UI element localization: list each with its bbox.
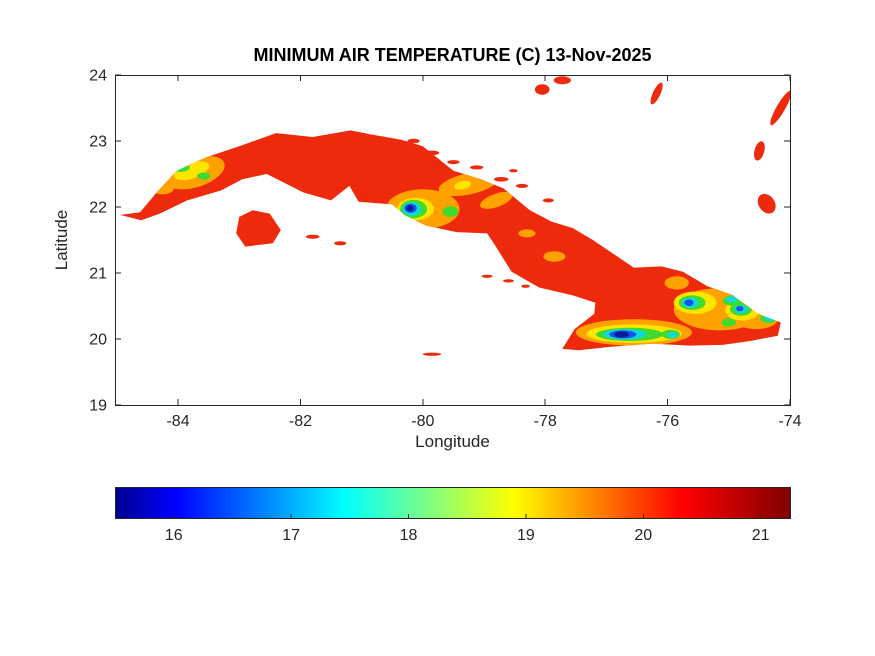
islet [650,82,663,105]
islet [334,241,347,246]
x-tick-label: -78 [534,413,557,430]
islet [306,234,320,239]
cold-region-patch [176,164,184,170]
colorbar-tick-label: 21 [752,527,770,544]
x-tick-label: -82 [289,413,312,430]
cold-region-patch [664,276,689,290]
islet [542,198,554,203]
cold-region-patch [454,180,472,190]
islet [521,284,530,288]
x-axis-label: Longitude [415,432,490,451]
islet [534,84,550,95]
axes [115,74,791,406]
colorbar-tick-label: 20 [634,527,652,544]
cold-region-patch [172,162,190,172]
y-tick-label: 20 [89,332,107,349]
colorbar-tick-label: 19 [517,527,535,544]
colorbar-tick-label: 17 [282,527,300,544]
cold-region-patch [543,251,566,262]
islet [407,138,420,144]
cold-region-patch [614,331,629,338]
islet [422,352,442,356]
islet [515,183,529,188]
cold-region-patch [406,205,414,212]
cuba-landmass [119,130,781,351]
y-axis-label: Latitude [52,209,71,271]
chart-title: MINIMUM AIR TEMPERATURE (C) 13-Nov-2025 [253,45,652,65]
land-layer [119,76,790,356]
x-tick-label: -84 [166,413,189,430]
cold-region-patch [721,318,737,327]
islet [424,150,440,156]
y-tick-label: 22 [89,200,107,217]
y-tick-label: 23 [89,134,107,151]
islet [503,279,514,283]
cold-regions-layer [151,155,778,346]
islet [754,141,765,161]
x-tick-label: -76 [656,413,679,430]
islet [470,165,484,170]
islet [481,274,493,278]
islet [493,177,509,182]
colorbar-tick-label: 18 [400,527,418,544]
cold-region-patch [684,299,694,307]
cold-region-patch [442,206,459,217]
colorbar [115,487,791,519]
x-tick-label: -74 [778,413,801,430]
colorbar-tick-label: 16 [165,527,183,544]
isla-de-la-juventud [236,210,281,247]
islet [509,169,518,173]
cold-region-patch [480,191,513,209]
islet [757,193,776,214]
cold-region-patch [667,332,678,338]
cold-region-patch [518,229,536,238]
cold-region-patch [197,172,211,180]
cold-region-patch [736,306,744,312]
y-tick-label: 24 [89,68,107,85]
islet [447,160,460,165]
axes-box [115,75,791,406]
cold-region-patch [764,314,775,322]
cold-region-patch [725,296,739,303]
y-tick-label: 19 [89,398,107,415]
islet [770,90,790,126]
cold-region-patch [151,182,174,195]
y-tick-label: 21 [89,266,107,283]
islet [553,76,571,85]
x-tick-label: -80 [411,413,434,430]
